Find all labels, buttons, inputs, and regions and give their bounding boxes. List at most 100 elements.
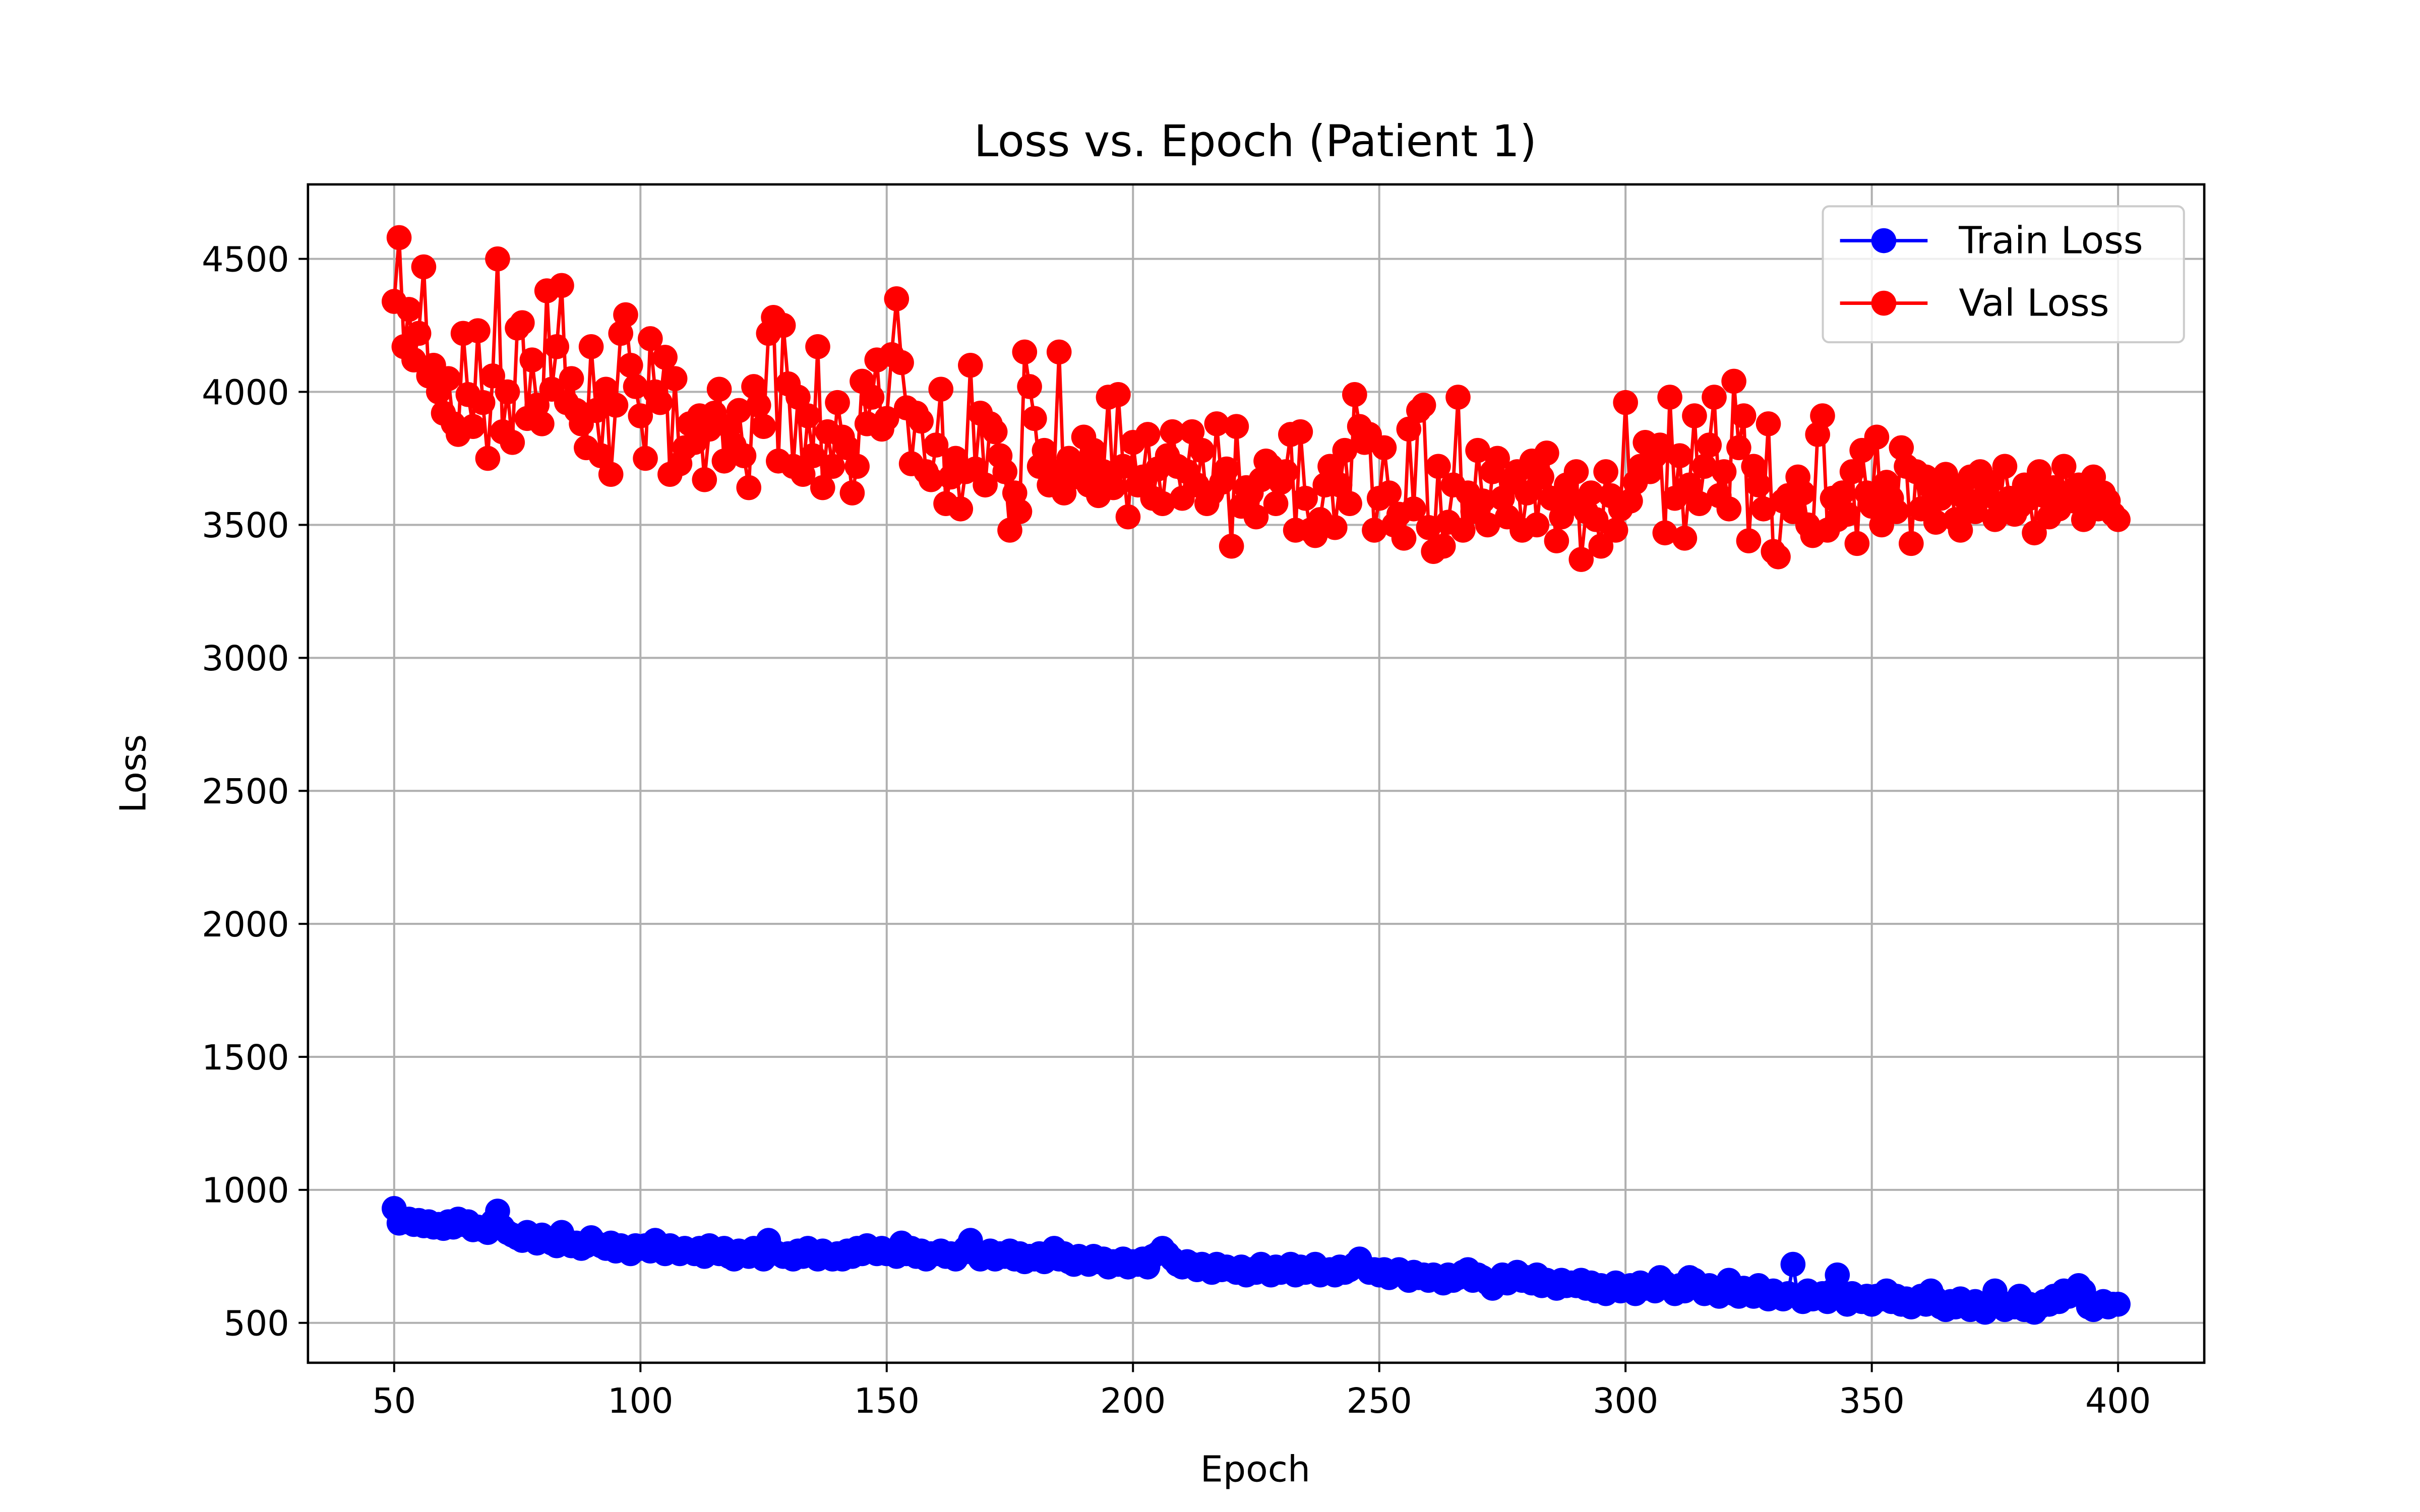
point bbox=[1839, 459, 1865, 484]
point bbox=[825, 390, 850, 415]
point bbox=[1766, 544, 1791, 570]
point bbox=[1066, 454, 1092, 479]
legend-label: Val Loss bbox=[1959, 281, 2109, 325]
point bbox=[396, 297, 421, 322]
point bbox=[1160, 419, 1185, 445]
point bbox=[1568, 547, 1594, 572]
y-tick-label: 500 bbox=[223, 1304, 289, 1344]
point bbox=[1362, 518, 1387, 543]
point bbox=[1657, 385, 1682, 410]
point bbox=[1342, 382, 1367, 407]
point bbox=[1243, 504, 1269, 530]
point bbox=[1864, 424, 1890, 450]
point bbox=[1179, 419, 1205, 445]
point bbox=[485, 246, 510, 272]
point bbox=[1790, 480, 1816, 506]
point bbox=[1721, 368, 1746, 394]
point bbox=[1686, 491, 1712, 517]
point bbox=[2051, 454, 2077, 479]
point bbox=[751, 414, 776, 439]
point bbox=[1475, 512, 1500, 538]
point bbox=[1726, 435, 1751, 461]
point bbox=[1667, 443, 1692, 469]
point bbox=[923, 432, 949, 458]
point bbox=[805, 334, 830, 359]
point bbox=[820, 454, 845, 479]
point bbox=[884, 286, 910, 311]
point bbox=[1293, 485, 1318, 511]
point bbox=[1756, 411, 1781, 436]
point bbox=[1514, 480, 1540, 506]
point bbox=[839, 480, 865, 506]
point bbox=[465, 318, 491, 343]
point bbox=[559, 366, 584, 391]
point bbox=[800, 443, 826, 469]
point bbox=[480, 363, 506, 389]
point bbox=[1746, 472, 1771, 498]
point bbox=[1647, 432, 1673, 458]
point bbox=[770, 312, 796, 338]
point bbox=[874, 406, 899, 431]
point bbox=[1110, 454, 1136, 479]
point bbox=[578, 334, 604, 359]
point bbox=[1430, 533, 1456, 559]
point bbox=[973, 472, 998, 498]
point bbox=[598, 462, 624, 487]
point bbox=[652, 345, 678, 370]
point bbox=[928, 376, 954, 402]
y-axis-label: Loss bbox=[112, 734, 154, 813]
point bbox=[588, 443, 614, 469]
point bbox=[529, 411, 555, 436]
point bbox=[1578, 480, 1604, 506]
point bbox=[1485, 446, 1510, 471]
point bbox=[1332, 437, 1358, 463]
point bbox=[1844, 531, 1870, 556]
x-tick-label: 400 bbox=[2085, 1381, 2151, 1421]
point bbox=[583, 398, 609, 423]
point bbox=[918, 467, 944, 492]
y-tick-label: 3500 bbox=[202, 506, 289, 546]
point bbox=[1273, 459, 1298, 484]
point bbox=[1396, 416, 1422, 442]
point bbox=[603, 393, 629, 418]
point bbox=[500, 430, 525, 455]
y-tick-label: 1000 bbox=[202, 1171, 289, 1211]
point bbox=[1135, 422, 1161, 447]
point bbox=[628, 403, 653, 428]
point bbox=[1263, 491, 1289, 517]
point bbox=[1219, 533, 1244, 559]
point bbox=[411, 254, 437, 280]
y-tick-label: 3000 bbox=[202, 639, 289, 679]
y-tick-label: 4000 bbox=[202, 373, 289, 413]
point bbox=[889, 350, 914, 375]
point bbox=[958, 352, 983, 378]
point bbox=[647, 390, 673, 415]
point bbox=[1652, 520, 1678, 546]
point bbox=[1012, 339, 1038, 365]
point bbox=[475, 446, 501, 471]
point bbox=[859, 385, 885, 410]
point bbox=[1416, 515, 1441, 540]
point bbox=[1022, 406, 1047, 431]
series-1 bbox=[382, 225, 2131, 572]
point bbox=[1948, 518, 1973, 543]
point bbox=[1672, 526, 1698, 551]
point bbox=[1371, 435, 1397, 461]
point bbox=[982, 419, 1008, 445]
point bbox=[1899, 531, 1924, 556]
point bbox=[1825, 1262, 1850, 1288]
point bbox=[544, 334, 570, 359]
point bbox=[1716, 496, 1742, 522]
y-tick-label: 1500 bbox=[202, 1038, 289, 1078]
point bbox=[1032, 437, 1057, 463]
point bbox=[1884, 499, 1909, 524]
point bbox=[2105, 507, 2131, 532]
point bbox=[662, 366, 688, 391]
y-tick-label: 4500 bbox=[202, 240, 289, 280]
point bbox=[633, 446, 658, 471]
point bbox=[1524, 512, 1550, 538]
point bbox=[2027, 459, 2052, 484]
point bbox=[726, 398, 752, 423]
point bbox=[1750, 496, 1776, 522]
point bbox=[1411, 393, 1436, 418]
